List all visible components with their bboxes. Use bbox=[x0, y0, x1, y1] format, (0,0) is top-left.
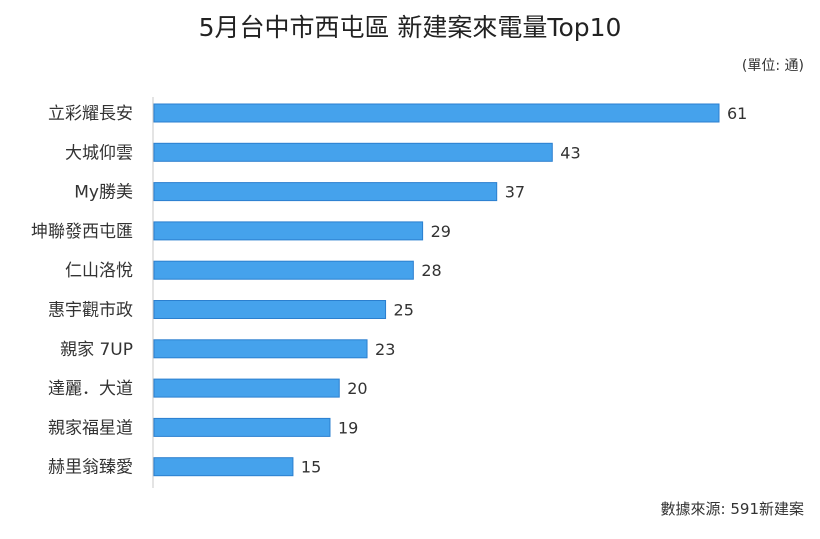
bar bbox=[153, 300, 387, 319]
value-label: 25 bbox=[394, 301, 414, 320]
bar bbox=[153, 103, 720, 123]
value-label: 23 bbox=[375, 340, 395, 359]
category-label: 坤聯發西屯匯 bbox=[31, 222, 133, 242]
category-label: 親家福星道 bbox=[48, 418, 133, 438]
value-label: 15 bbox=[301, 458, 321, 477]
category-label: 惠宇觀市政 bbox=[48, 301, 133, 321]
value-label: 61 bbox=[727, 104, 747, 123]
bar bbox=[153, 457, 294, 477]
bar bbox=[153, 182, 498, 202]
bar bbox=[153, 260, 414, 280]
bar bbox=[153, 339, 368, 359]
source-note: 數據來源: 591新建案 bbox=[660, 500, 804, 518]
value-label: 37 bbox=[505, 183, 525, 202]
bar bbox=[153, 142, 553, 162]
category-label: 達麗．大道 bbox=[48, 379, 133, 399]
bar bbox=[153, 378, 340, 398]
category-label: My勝美 bbox=[74, 183, 133, 203]
value-label: 19 bbox=[338, 418, 358, 437]
category-label: 赫里翁臻愛 bbox=[48, 458, 133, 478]
category-label: 仁山洛悅 bbox=[65, 261, 133, 281]
chart-title: 5月台中市西屯區 新建案來電量Top10 bbox=[198, 13, 622, 42]
category-label: 立彩耀長安 bbox=[48, 104, 133, 124]
value-label: 43 bbox=[560, 143, 580, 162]
value-label: 20 bbox=[347, 379, 367, 398]
bar bbox=[153, 221, 424, 241]
bar bbox=[153, 417, 331, 437]
category-label: 大城仰雲 bbox=[65, 143, 133, 163]
unit-note: (單位: 通) bbox=[741, 58, 804, 74]
category-label: 親家 7UP bbox=[60, 340, 133, 360]
value-label: 28 bbox=[421, 261, 441, 280]
value-label: 29 bbox=[431, 222, 451, 241]
